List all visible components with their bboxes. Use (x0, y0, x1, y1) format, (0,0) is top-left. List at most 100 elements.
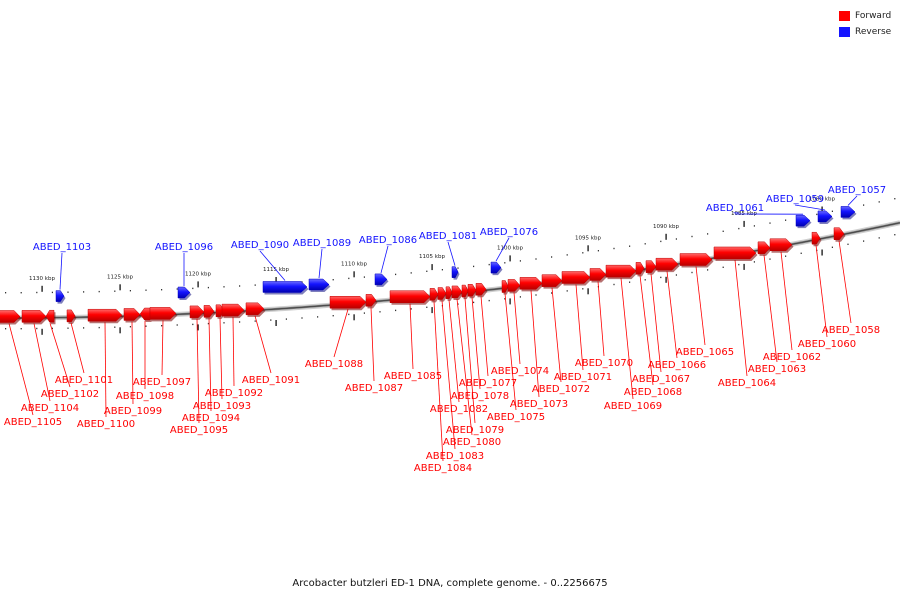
scale-dot (582, 288, 584, 290)
leader-abed-1094 (208, 318, 212, 412)
scale-dot (831, 210, 833, 212)
gene-abed-1101 (66, 309, 77, 324)
leader-abed-1091 (254, 315, 272, 374)
gene-abed-1095 (189, 305, 206, 320)
tick-label-1095: 1095 kbp (575, 235, 601, 241)
leader-abed-1084 (433, 301, 444, 462)
legend-forward-swatch (839, 10, 850, 21)
tick-mark-1120 (197, 281, 199, 288)
scale-dot (207, 286, 209, 289)
leader-abed-1080 (456, 298, 473, 436)
gene-abed-1078 (467, 284, 478, 299)
scale-dot (566, 290, 568, 292)
leader-abed-1071 (575, 284, 584, 371)
gene-label-abed-1098: ABED_1098 (116, 391, 174, 402)
scale-dot (519, 260, 521, 262)
scale-dot (613, 247, 615, 250)
scale-dot (722, 266, 724, 268)
gene-abed-1058 (833, 227, 846, 242)
scale-dot (301, 317, 303, 319)
leader-abed-1102 (49, 323, 71, 388)
gene-label-abed-1080: ABED_1080 (443, 437, 501, 448)
tick-mark-lower-1100 (509, 298, 511, 305)
scale-dot (379, 311, 381, 313)
scale-dot (504, 262, 506, 264)
scale-dot (863, 240, 865, 242)
tick-mark-lower-1120 (197, 324, 199, 331)
legend-reverse-label: Reverse (855, 26, 892, 37)
scale-dot (67, 291, 69, 293)
leader-abed-1064 (734, 259, 748, 377)
scale-dot (223, 286, 225, 288)
leader-abed-1104 (33, 323, 51, 402)
scale-dot (5, 292, 7, 294)
scale-dot (426, 270, 428, 272)
scale-dot (254, 320, 256, 322)
gene-label-abed-1059: ABED_1059 (766, 194, 824, 205)
scale-dot (270, 319, 272, 321)
leader-abed-1089 (318, 248, 323, 279)
scale-dot (98, 290, 100, 293)
gene-abed-1057 (840, 206, 857, 220)
tick-mark-lower-1095 (587, 288, 589, 295)
scale-dot (363, 276, 365, 278)
tick-label-1125: 1125 kbp (107, 274, 133, 280)
scale-dot (878, 201, 880, 203)
scale-dot (535, 294, 537, 296)
gene-abed-1102 (45, 309, 56, 325)
scale-dot (36, 291, 38, 294)
gene-abed-1076 (490, 261, 503, 276)
scale-dot (51, 291, 53, 294)
scale-dot (738, 263, 740, 266)
scale-dot (332, 279, 334, 281)
scale-dot (161, 325, 163, 327)
gene-label-abed-1104: ABED_1104 (21, 403, 79, 414)
scale-dot (129, 290, 131, 292)
scale-dot (410, 308, 412, 310)
leader-abed-1079 (464, 298, 476, 424)
gene-abed-1065 (679, 253, 714, 268)
gene-label-abed-1084: ABED_1084 (414, 463, 472, 474)
scale-dot (473, 265, 475, 268)
leader-abed-1077 (480, 296, 489, 377)
gene-abed-1063 (757, 241, 772, 256)
leader-abed-1063 (763, 254, 778, 363)
scale-dot (426, 306, 428, 308)
gene-label-abed-1058: ABED_1058 (822, 325, 880, 336)
gene-abed-1066 (655, 257, 680, 273)
gene-abed-1062 (769, 238, 794, 253)
scale-dot (863, 204, 865, 206)
leader-abed-1082 (448, 299, 460, 403)
scale-dot (644, 279, 646, 281)
gene-label-abed-1068: ABED_1068 (624, 387, 682, 398)
gene-label-abed-1090: ABED_1090 (231, 240, 289, 251)
gene-label-abed-1065: ABED_1065 (676, 347, 734, 358)
scale-dot (613, 283, 615, 286)
tick-mark-1100 (509, 255, 511, 262)
gene-labels: ABED_1105ABED_1104ABED_1102ABED_1101ABED… (4, 185, 886, 474)
leader-abed-1070 (597, 281, 605, 357)
scale-dot (785, 219, 787, 221)
scale-dot (473, 301, 475, 304)
scale-dot (83, 327, 85, 329)
scale-dot (488, 299, 490, 302)
gene-abed-1070 (589, 268, 608, 283)
scale-dot (223, 322, 225, 324)
leader-abed-1095 (196, 318, 200, 424)
scale-dot (161, 289, 163, 291)
gene-label-abed-1076: ABED_1076 (480, 227, 538, 238)
scale-dot (176, 324, 178, 326)
leader-abed-1073 (530, 290, 540, 398)
scale-dot (67, 327, 69, 329)
legend-forward: Forward (839, 10, 891, 21)
tick-mark-lower-1080 (821, 249, 823, 256)
gene-label-abed-1092: ABED_1092 (205, 388, 263, 399)
gene-abed-1097 (149, 307, 178, 322)
gene-label-abed-1066: ABED_1066 (648, 360, 706, 371)
leader-abed-1074 (513, 292, 521, 365)
scale-dot (644, 243, 646, 245)
scale-dot (348, 313, 350, 316)
gene-label-abed-1077: ABED_1077 (459, 378, 517, 389)
scale-dot (691, 271, 693, 274)
